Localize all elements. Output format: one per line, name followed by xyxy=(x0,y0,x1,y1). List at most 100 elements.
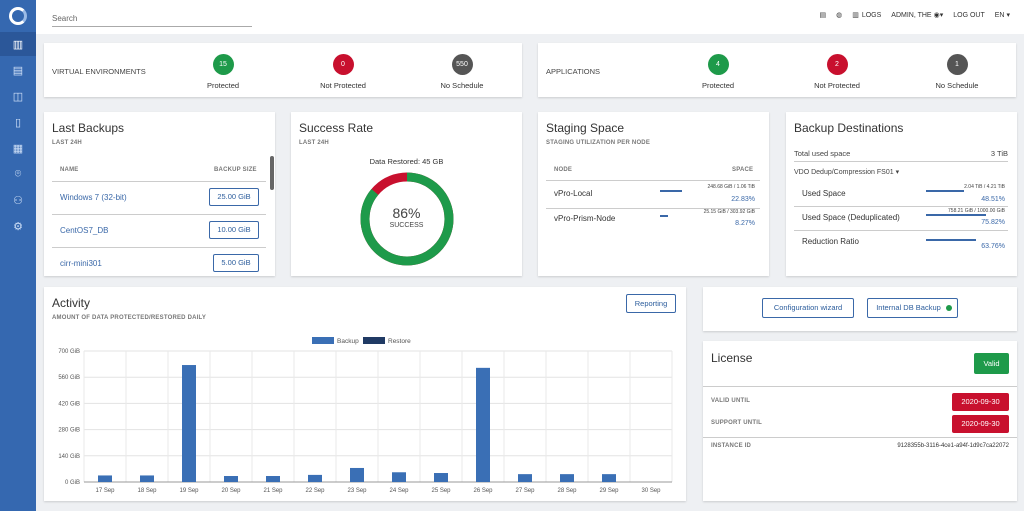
gear-icon[interactable]: ⚙ xyxy=(13,220,23,233)
divider xyxy=(794,161,1008,162)
logout-link[interactable]: LOG OUT xyxy=(953,11,985,19)
x-tick-label: 18 Sep xyxy=(137,488,157,494)
status-label: Protected xyxy=(206,81,240,90)
node-percent: 8.27% xyxy=(735,220,755,227)
card-title: Success Rate xyxy=(299,121,374,135)
node-usage: 248.68 GiB / 1.06 TiB xyxy=(707,184,755,190)
total-label: Total used space xyxy=(794,149,851,158)
node-percent: 22.83% xyxy=(731,196,755,203)
status-label: Not Protected xyxy=(320,81,366,90)
count-badge: 0 xyxy=(332,54,354,75)
backup-bar xyxy=(98,475,112,482)
destination-select[interactable]: VDO Dedup/Compression FS01 ▾ xyxy=(794,168,899,176)
count-badge: 550 xyxy=(451,54,473,75)
backup-bar xyxy=(350,467,364,482)
configuration-wizard-button[interactable]: Configuration wizard xyxy=(762,298,854,318)
backup-size-button[interactable]: 10.00 GiB xyxy=(209,221,259,239)
card-title: Staging Space xyxy=(546,121,625,135)
internal-db-backup-button[interactable]: Internal DB Backup xyxy=(867,298,958,318)
button-label: Internal DB Backup xyxy=(876,303,941,312)
box-icon[interactable]: ◫ xyxy=(12,90,24,103)
instance-id-label: INSTANCE ID xyxy=(711,443,752,449)
backup-name-link[interactable]: Windows 7 (32-bit) xyxy=(60,193,127,202)
backup-size-button[interactable]: 25.00 GiB xyxy=(209,188,259,206)
card-title: Backup Destinations xyxy=(794,121,904,135)
archive-icon[interactable]: ▤ xyxy=(12,64,24,77)
license-card: License Valid VALID UNTIL 2020-09-30 SUP… xyxy=(703,341,1017,501)
activity-card: Activity AMOUNT OF DATA PROTECTED/RESTOR… xyxy=(44,287,686,501)
status-not-protected[interactable]: 0 Not Protected xyxy=(303,54,383,90)
backup-bar xyxy=(434,473,448,482)
status-protected[interactable]: 15 Protected xyxy=(183,54,263,90)
divider xyxy=(794,230,1008,231)
status-dot-icon xyxy=(946,305,952,311)
legend-swatch xyxy=(363,337,385,344)
y-tick-label: 0 GiB xyxy=(65,480,80,486)
success-rate-card: Success Rate LAST 24H Data Restored: 45 … xyxy=(291,112,522,276)
backup-bar xyxy=(266,476,280,482)
y-tick-label: 280 GiB xyxy=(58,428,80,434)
document-icon[interactable]: ▦ xyxy=(12,142,24,155)
count-badge: 4 xyxy=(707,54,729,75)
backup-size-button[interactable]: 5.00 GiB xyxy=(213,254,259,272)
support-until-label: SUPPORT UNTIL xyxy=(711,420,762,426)
divider xyxy=(52,247,266,248)
book-icon[interactable]: ▯ xyxy=(14,116,22,129)
data-restored-label: Data Restored: 45 GB xyxy=(369,157,444,166)
dashboard-icon[interactable]: ▥ xyxy=(0,32,36,56)
globe-icon[interactable]: ◍ xyxy=(836,12,843,19)
logs-icon[interactable]: ▥ xyxy=(852,12,859,19)
status-label: No Schedule xyxy=(935,81,979,90)
card-subtitle: LAST 24H xyxy=(299,140,329,146)
user-chevron-icon[interactable]: ◉▾ xyxy=(933,12,944,19)
divider xyxy=(52,214,266,215)
x-tick-label: 23 Sep xyxy=(347,488,367,494)
search-input[interactable]: Search xyxy=(52,11,252,27)
card-title: Last Backups xyxy=(52,121,125,135)
status-no-schedule[interactable]: 1 No Schedule xyxy=(917,54,997,90)
divider xyxy=(546,208,760,209)
usage-bar xyxy=(926,214,986,216)
usage-bar xyxy=(926,190,965,192)
license-status-badge: Valid xyxy=(974,353,1009,374)
divider xyxy=(546,180,760,181)
backup-destinations-card: Backup Destinations Total used space 3 T… xyxy=(786,112,1017,276)
reporting-button[interactable]: Reporting xyxy=(626,294,676,313)
y-tick-label: 140 GiB xyxy=(58,454,80,460)
location-icon[interactable]: ⌾ xyxy=(14,167,22,180)
metric-percent: 63.76% xyxy=(981,243,1005,250)
staging-space-card: Staging Space STAGING UTILIZATION PER NO… xyxy=(538,112,769,276)
x-tick-label: 22 Sep xyxy=(305,488,325,494)
column-header-name: NAME xyxy=(60,167,79,173)
app-logo[interactable] xyxy=(9,7,27,25)
chevron-down-icon[interactable]: ▾ xyxy=(1006,12,1010,19)
backup-name-link[interactable]: cirr-mini301 xyxy=(60,259,102,268)
status-no-schedule[interactable]: 550 No Schedule xyxy=(422,54,502,90)
backup-bar xyxy=(476,367,490,482)
column-header-size: BACKUP SIZE xyxy=(214,167,257,173)
success-percent: 86% xyxy=(392,205,421,221)
backup-name-link[interactable]: CentOS7_DB xyxy=(60,226,109,235)
backup-bar xyxy=(560,474,574,482)
user-icon[interactable]: ⚇ xyxy=(13,194,23,207)
backup-bar xyxy=(602,474,616,482)
language-select[interactable]: EN xyxy=(994,11,1005,19)
backup-bar xyxy=(392,472,406,482)
status-not-protected[interactable]: 2 Not Protected xyxy=(797,54,877,90)
valid-until-label: VALID UNTIL xyxy=(711,398,751,404)
metric-percent: 48.51% xyxy=(981,196,1005,203)
status-label: No Schedule xyxy=(440,81,484,90)
user-menu[interactable]: ADMIN, THE xyxy=(891,11,932,19)
metric-name: Reduction Ratio xyxy=(802,237,859,246)
report-icon[interactable]: ▤ xyxy=(819,12,827,19)
x-tick-label: 26 Sep xyxy=(473,488,493,494)
total-value: 3 TiB xyxy=(990,149,1008,158)
scrollbar[interactable] xyxy=(270,156,274,190)
status-label: Not Protected xyxy=(814,81,860,90)
status-label: Protected xyxy=(701,81,735,90)
backup-bar xyxy=(518,474,532,482)
status-protected[interactable]: 4 Protected xyxy=(678,54,758,90)
card-title: Activity xyxy=(52,296,91,310)
logs-link[interactable]: LOGS xyxy=(861,11,882,19)
count-badge: 15 xyxy=(212,54,234,75)
